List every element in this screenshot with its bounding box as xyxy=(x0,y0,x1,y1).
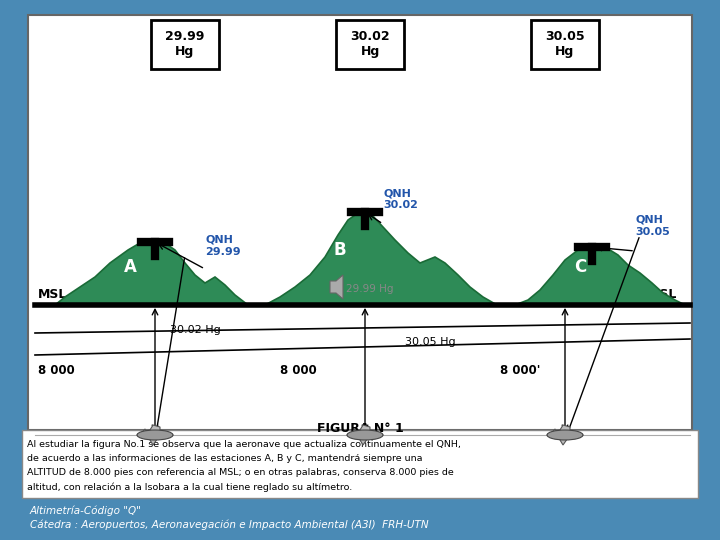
Text: 30.02 Hg: 30.02 Hg xyxy=(170,325,220,335)
Text: FIGURA N° 1: FIGURA N° 1 xyxy=(317,422,403,435)
Text: QNH: QNH xyxy=(635,215,663,225)
Text: Cátedra : Aeropuertos, Aeronavegación e Impacto Ambiental (A3I)  FRH-UTN: Cátedra : Aeropuertos, Aeronavegación e … xyxy=(30,519,428,530)
Text: Hg: Hg xyxy=(176,45,194,58)
Text: A: A xyxy=(124,258,136,276)
FancyBboxPatch shape xyxy=(28,15,692,430)
Text: 8 000: 8 000 xyxy=(38,363,75,376)
Ellipse shape xyxy=(137,430,173,440)
Text: Al estudiar la figura No.1 se observa que la aeronave que actualiza continuament: Al estudiar la figura No.1 se observa qu… xyxy=(27,440,461,449)
Text: QNH: QNH xyxy=(383,188,411,198)
Text: 30.02: 30.02 xyxy=(383,200,418,210)
Text: MSL: MSL xyxy=(38,288,68,301)
Text: altitud, con relación a la Isobara a la cual tiene reglado su altímetro.: altitud, con relación a la Isobara a la … xyxy=(27,482,352,491)
Text: ALTITUD de 8.000 pies con referencia al MSL; o en otras palabras, conserva 8.000: ALTITUD de 8.000 pies con referencia al … xyxy=(27,468,454,477)
Text: 29.99 Hg: 29.99 Hg xyxy=(346,284,394,294)
Text: 30.05 Hg: 30.05 Hg xyxy=(405,337,455,347)
Text: C: C xyxy=(574,258,586,276)
Polygon shape xyxy=(265,210,497,305)
Polygon shape xyxy=(38,240,248,305)
Polygon shape xyxy=(557,425,570,445)
Text: QNH: QNH xyxy=(205,235,233,245)
Text: Hg: Hg xyxy=(361,45,379,58)
Polygon shape xyxy=(357,425,370,445)
Text: 8 000': 8 000' xyxy=(500,363,541,376)
Text: 29.99: 29.99 xyxy=(205,247,240,257)
Text: 8 000: 8 000 xyxy=(280,363,317,376)
FancyBboxPatch shape xyxy=(531,20,599,69)
Text: Altimetría-Código "Q": Altimetría-Código "Q" xyxy=(30,506,142,516)
FancyBboxPatch shape xyxy=(22,430,698,498)
Polygon shape xyxy=(140,429,149,435)
Text: 29.99: 29.99 xyxy=(166,30,204,43)
Text: 30.05: 30.05 xyxy=(635,227,670,237)
FancyBboxPatch shape xyxy=(151,20,219,69)
Ellipse shape xyxy=(347,430,383,440)
Polygon shape xyxy=(330,275,343,299)
FancyBboxPatch shape xyxy=(336,20,404,69)
Ellipse shape xyxy=(547,430,583,440)
Text: 30.02: 30.02 xyxy=(350,30,390,43)
Text: B: B xyxy=(333,241,346,259)
Polygon shape xyxy=(147,425,160,445)
Text: 30.05: 30.05 xyxy=(545,30,585,43)
Polygon shape xyxy=(515,245,685,305)
Text: de acuerdo a las informaciones de las estaciones A, B y C, mantendrá siempre una: de acuerdo a las informaciones de las es… xyxy=(27,454,423,463)
Polygon shape xyxy=(350,429,359,435)
Text: MSL: MSL xyxy=(648,288,678,301)
Text: Hg: Hg xyxy=(555,45,575,58)
Polygon shape xyxy=(550,429,559,435)
